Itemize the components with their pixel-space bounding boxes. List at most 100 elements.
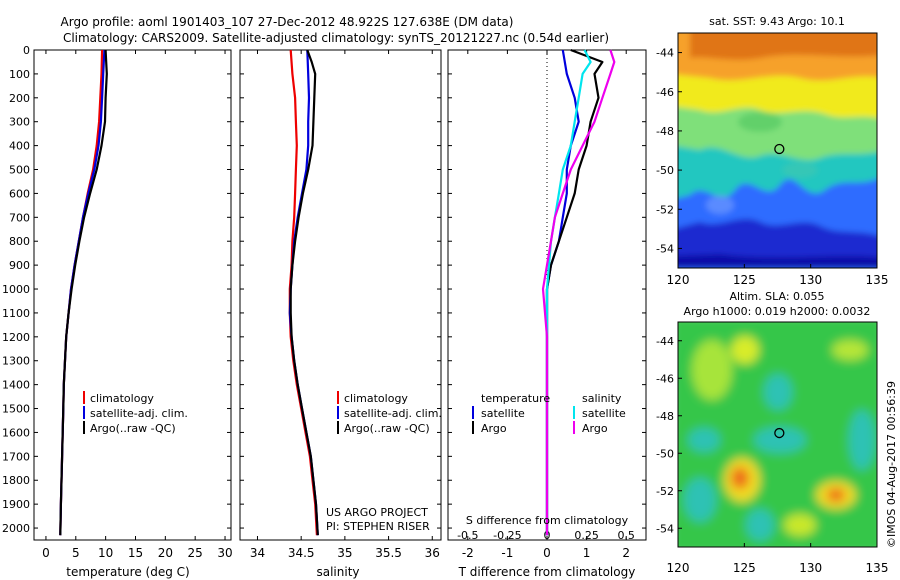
s-difference-label: S difference from climatology <box>466 514 629 527</box>
temperature-axis-label: temperature (deg C) <box>66 565 189 579</box>
map-y-tick-label: -54 <box>656 522 674 535</box>
profile-location-marker <box>774 143 785 155</box>
pi-label: PI: STEPHEN RISER <box>326 520 430 533</box>
depth-tick-label: 1700 <box>2 450 30 463</box>
temperature-panel-frame <box>33 49 232 541</box>
depth-tick-label: 900 <box>9 259 30 272</box>
x-tick-label: 15 <box>128 546 143 560</box>
depth-tick-label: 1500 <box>2 403 30 416</box>
x-tick-label: 0 <box>42 546 50 560</box>
depth-tick-label: 1100 <box>2 307 30 320</box>
map-y-tick-label: -52 <box>656 485 674 498</box>
map-y-tick-label: -48 <box>656 410 674 423</box>
sst-map-frame <box>677 32 878 269</box>
x-tick-label: 34 <box>250 546 265 560</box>
sla-map-title-1: Altim. SLA: 0.055 <box>729 290 824 303</box>
legend-label-climatology: climatology <box>90 392 154 405</box>
s-diff-tick-label: 0.5 <box>617 529 635 542</box>
depth-tick-label: 1200 <box>2 331 30 344</box>
depth-tick-label: 500 <box>9 164 30 177</box>
sla-map-ticks: 120 125 130 135 -44 -46 -48 -50 -52 -54 <box>656 335 888 575</box>
depth-tick-label: 1300 <box>2 355 30 368</box>
map-y-tick-label: -44 <box>656 47 674 60</box>
x-tick-label: 10 <box>98 546 113 560</box>
temperature-legend: climatology satellite-adj. clim. Argo(..… <box>83 391 188 435</box>
sst-map-title: sat. SST: 9.43 Argo: 10.1 <box>709 15 845 28</box>
depth-tick-label: 600 <box>9 187 30 200</box>
difference-chart: -2 -1 0 1 2 -0.5 -0.25 0 0.25 0.5 <box>448 48 646 560</box>
legend-label-climatology: climatology <box>344 392 408 405</box>
depth-tick-label: 1600 <box>2 426 30 439</box>
x-tick-label: 30 <box>217 546 232 560</box>
x-tick-label: 35 <box>337 546 352 560</box>
x-tick-label: 1 <box>583 546 591 560</box>
difference-legend: temperature satellite Argo salinity sate… <box>472 392 626 435</box>
depth-tick-label: 700 <box>9 211 30 224</box>
depth-tick-label: 800 <box>9 235 30 248</box>
x-tick-label: 0 <box>543 546 551 560</box>
series-line-argo-raw-qc- <box>289 49 319 536</box>
project-label: US ARGO PROJECT <box>326 506 428 519</box>
map-y-tick-label: -46 <box>656 86 674 99</box>
depth-tick-label: 1400 <box>2 379 30 392</box>
map-x-tick-label: 120 <box>667 273 690 287</box>
map-y-tick-label: -54 <box>656 242 674 255</box>
legend-label-t-satellite: satellite <box>481 407 525 420</box>
map-x-tick-label: 120 <box>667 561 690 575</box>
map-y-tick-label: -52 <box>656 203 674 216</box>
x-tick-label: -1 <box>501 546 513 560</box>
sla-map-title-2: Argo h1000: 0.019 h2000: 0.0032 <box>684 305 871 318</box>
sst-heatmap <box>678 33 877 268</box>
salinity-chart: 34 34.5 35 35.5 36 <box>240 49 441 560</box>
depth-tick-label: 1900 <box>2 498 30 511</box>
legend-label-argo: Argo(..raw -QC) <box>344 422 430 435</box>
s-diff-tick-label: 0.25 <box>574 529 599 542</box>
legend-label-s-satellite: satellite <box>582 407 626 420</box>
profile-location-marker <box>774 427 785 439</box>
depth-tick-label: 1000 <box>2 283 30 296</box>
map-x-tick-label: 135 <box>866 273 889 287</box>
depth-tick-label: 2000 <box>2 522 30 535</box>
map-x-tick-label: 130 <box>799 273 822 287</box>
map-y-tick-label: -46 <box>656 372 674 385</box>
x-tick-label: 2 <box>622 546 630 560</box>
sst-map-ticks: 120 125 130 135 -44 -46 -48 -50 -52 -54 <box>656 47 888 287</box>
s-diff-tick-label: 0 <box>544 529 551 542</box>
x-tick-label: 5 <box>72 546 80 560</box>
header-line-2: Climatology: CARS2009. Satellite-adjuste… <box>63 31 609 45</box>
depth-tick-label: 1800 <box>2 474 30 487</box>
legend-label-t-argo: Argo <box>481 422 507 435</box>
series-line-salinity-argo <box>541 49 616 536</box>
depth-tick-label: 200 <box>9 92 30 105</box>
map-x-tick-label: 130 <box>799 561 822 575</box>
temperature-chart: 0100200300400500600700800900100011001200… <box>2 44 233 560</box>
series-line-salinity-satellite <box>545 49 592 536</box>
depth-tick-label: 100 <box>9 68 30 81</box>
header-line-1: Argo profile: aoml 1901403_107 27-Dec-20… <box>61 15 514 29</box>
sla-map-frame <box>677 321 878 548</box>
legend-label-s-argo: Argo <box>582 422 608 435</box>
legend-label-satellite: satellite-adj. clim. <box>344 407 442 420</box>
s-diff-tick-label: -0.25 <box>493 529 521 542</box>
x-tick-label: 25 <box>188 546 203 560</box>
depth-tick-label: 300 <box>9 116 30 129</box>
map-y-tick-label: -48 <box>656 125 674 138</box>
map-y-tick-label: -50 <box>656 164 674 177</box>
s-diff-tick-label: -0.5 <box>457 529 478 542</box>
x-tick-label: 20 <box>158 546 173 560</box>
legend-title-salinity: salinity <box>582 392 622 405</box>
timestamp-stamp: ©IMOS 04-Aug-2017 00:56:39 <box>885 381 898 548</box>
map-x-tick-label: 125 <box>733 273 756 287</box>
map-y-tick-label: -50 <box>656 447 674 460</box>
x-tick-label: 34.5 <box>288 546 315 560</box>
legend-title-temperature: temperature <box>481 392 550 405</box>
map-x-tick-label: 135 <box>866 561 889 575</box>
salinity-legend: climatology satellite-adj. clim. Argo(..… <box>337 391 442 435</box>
t-difference-axis-label: T difference from climatology <box>458 565 636 579</box>
depth-tick-label: 0 <box>23 44 30 57</box>
map-y-tick-label: -44 <box>656 335 674 348</box>
salinity-axis-label: salinity <box>316 565 359 579</box>
map-x-tick-label: 125 <box>733 561 756 575</box>
legend-label-argo: Argo(..raw -QC) <box>90 422 176 435</box>
